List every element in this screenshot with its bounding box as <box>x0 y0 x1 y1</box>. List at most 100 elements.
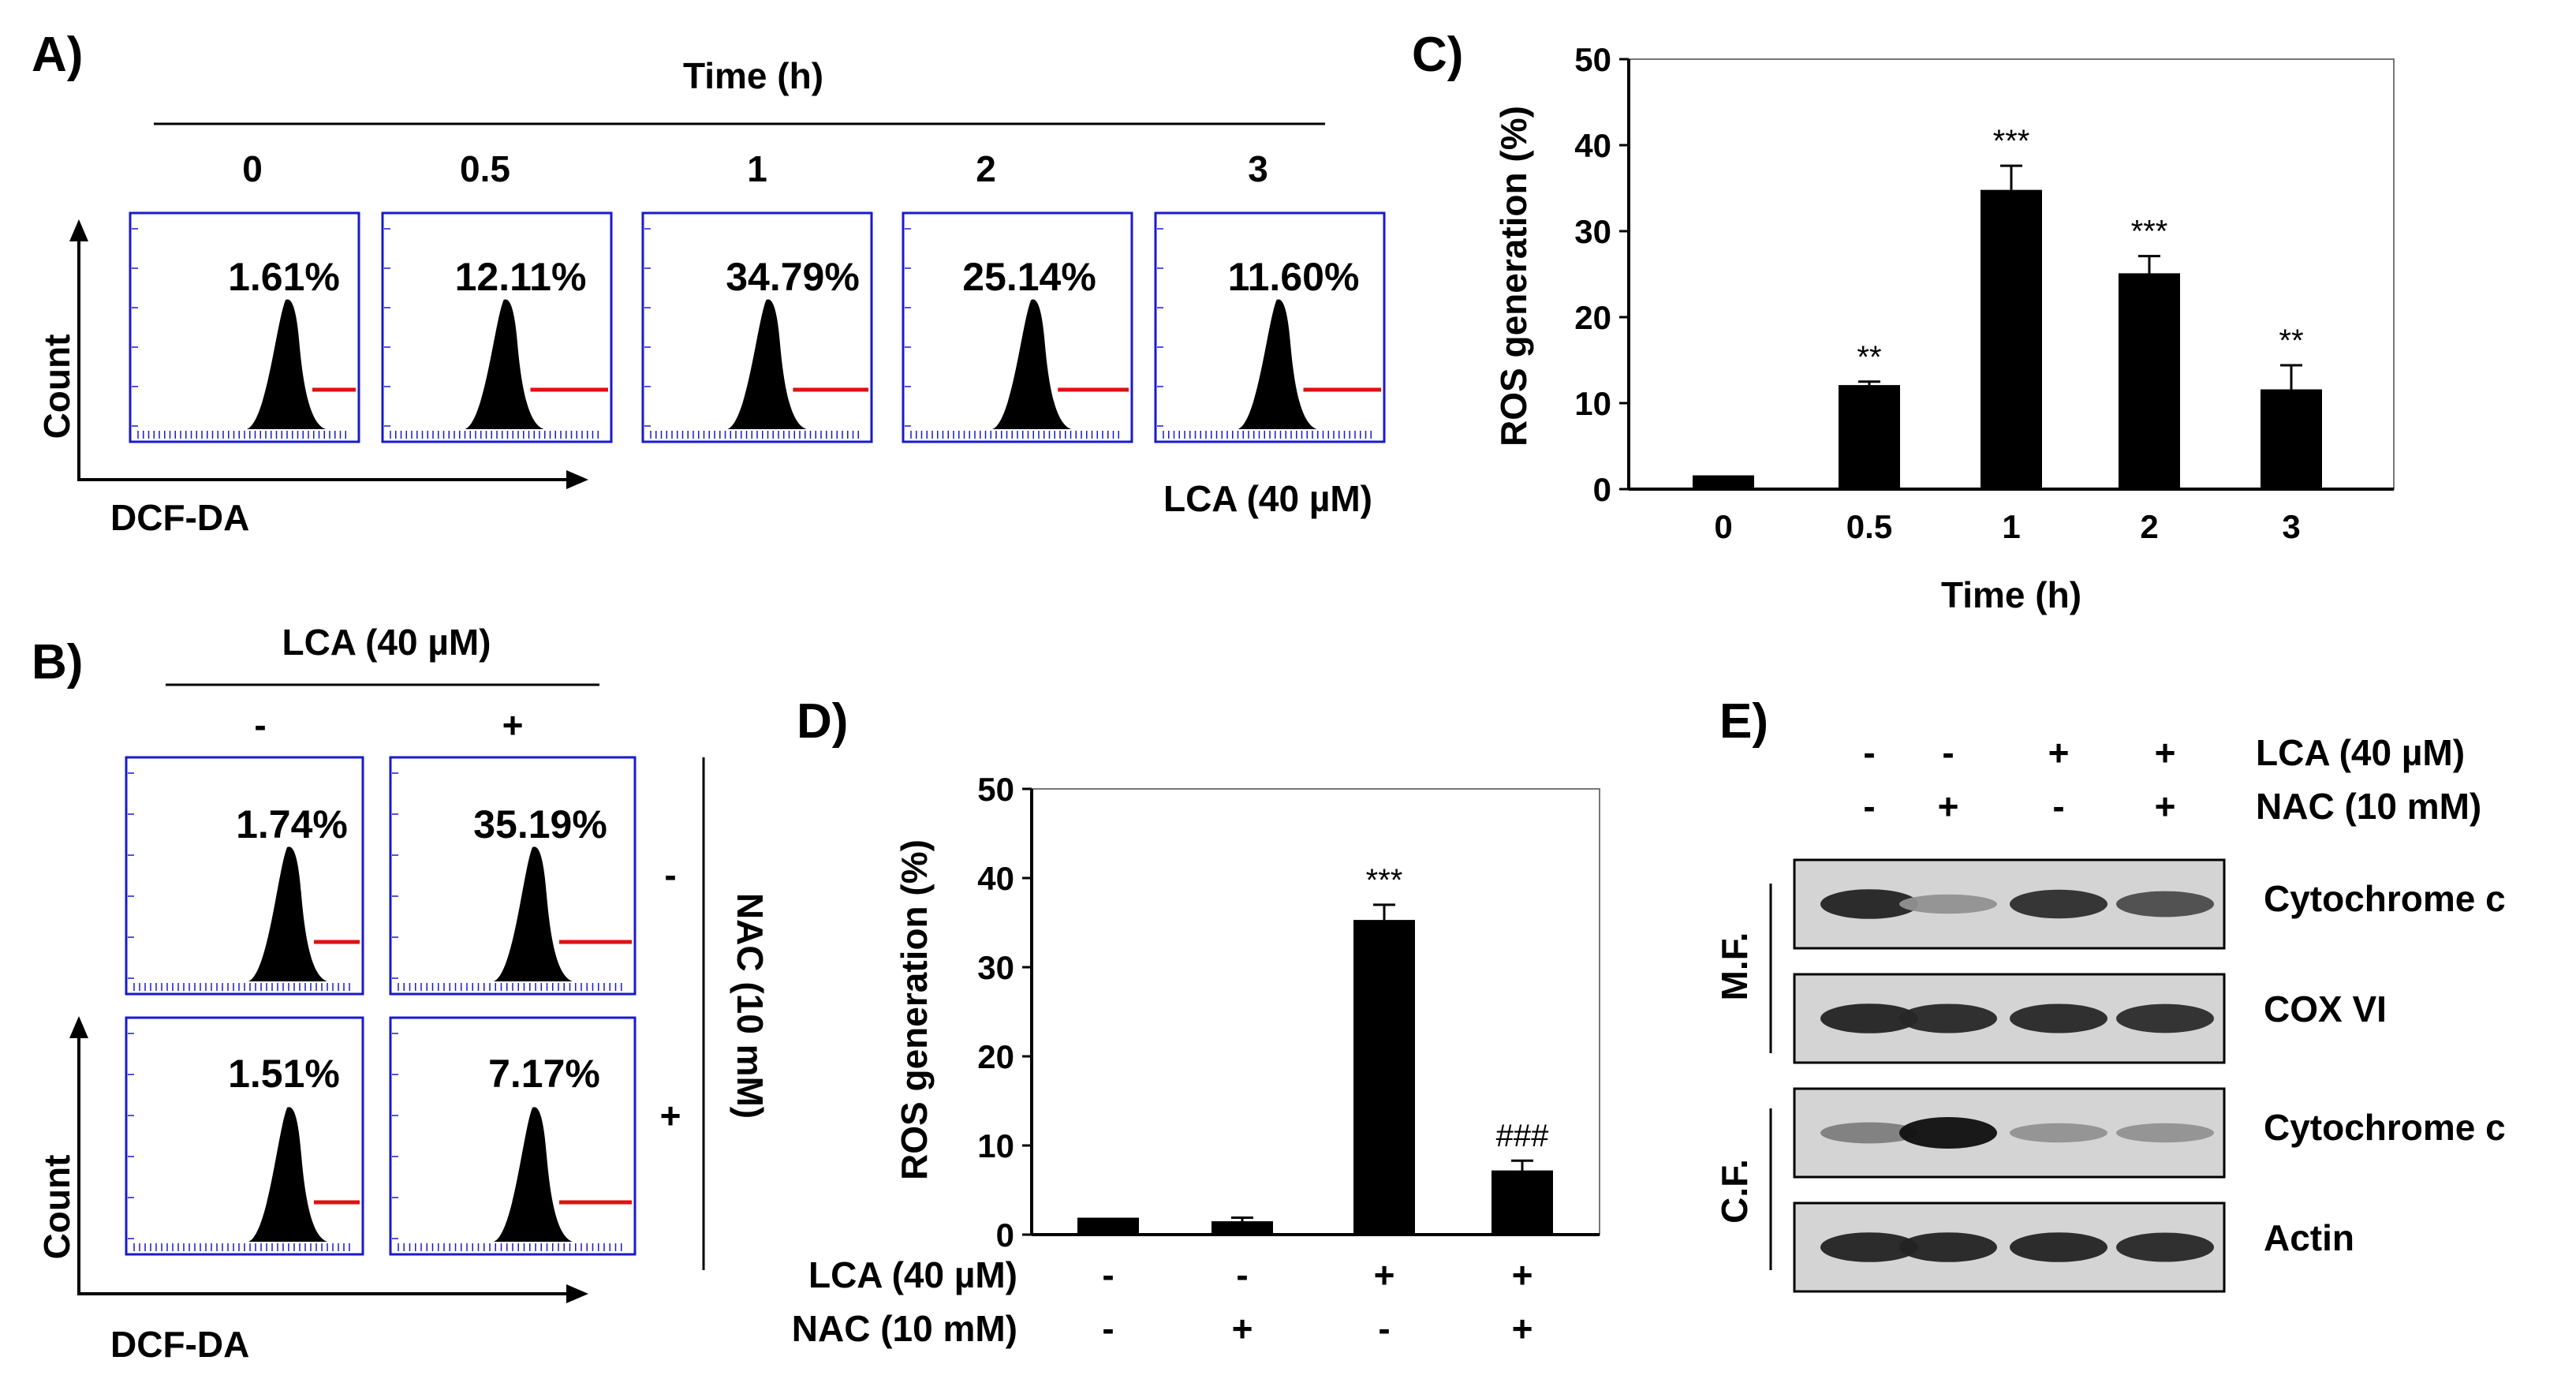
panel-a-header: Time (h) <box>683 55 823 96</box>
panel-b-histogram-r1c1-peak <box>494 1107 573 1242</box>
panel-b: B) LCA (40 µM) - + 1.74% 35.19% 1.51% 7.… <box>32 622 771 1365</box>
panel-a-pct-4: 11.60% <box>1228 255 1360 299</box>
panel-a-histogram-4-peak <box>1238 299 1317 429</box>
panel-b-x-arrowhead <box>566 1284 588 1303</box>
panel-b-pct-r0c1: 35.19% <box>473 802 607 846</box>
panel-a-histogram-2-box <box>641 211 873 443</box>
panel-e-band-3-3 <box>2116 1232 2214 1262</box>
panel-a-histogram-0-box <box>129 211 360 443</box>
panel-b-histogram-r1c0-peak <box>248 1107 327 1242</box>
panel-b-y-arrowhead <box>69 1016 88 1038</box>
panel-d-y-label: ROS generation (%) <box>894 839 935 1180</box>
panel-e-band-2-2 <box>2010 1123 2107 1143</box>
panel-d-letter: D) <box>797 694 848 749</box>
panel-c-ytick-label-1: 10 <box>1574 385 1611 422</box>
panel-a-pct-0: 1.61% <box>228 255 340 299</box>
panel-d-signs: - - + + - + - + <box>1102 1254 1533 1349</box>
panel-c-xtick-label-0: 0 <box>1714 508 1732 545</box>
panel-e-band-1-0 <box>1820 1003 1918 1033</box>
panel-a-histogram-3-peak <box>992 299 1072 429</box>
panel-c-ytick-label-4: 40 <box>1574 127 1611 164</box>
panel-a-x-arrowhead <box>566 470 588 489</box>
panel-a-y-label: Count <box>36 334 77 439</box>
panel-a-col-1: 0.5 <box>460 148 510 189</box>
panel-c-bars: 0 ** 0.5 *** 1 *** 2 ** 3 <box>1693 124 2322 545</box>
panel-c: C) 0 10 20 30 40 50 0 ** 0.5 *** 1 *** 2 ** 3 ROS gen… <box>1412 28 2395 615</box>
panel-d-ytick-label-5: 50 <box>977 771 1014 808</box>
panel-c-ytick-label-3: 30 <box>1574 213 1611 250</box>
panel-b-histogram-r1c1-box <box>389 1016 637 1256</box>
panel-d-frame <box>1031 788 1600 1235</box>
panel-e-letter: E) <box>1719 694 1768 749</box>
panel-e-band-2-1 <box>1899 1117 1997 1149</box>
panel-a-histogram-2-peak <box>727 299 807 429</box>
panel-d-ytick-label-0: 0 <box>996 1216 1014 1254</box>
panel-b-letter: B) <box>32 635 83 690</box>
panel-b-pct-r0c0: 1.74% <box>236 802 348 846</box>
panel-a-pct-1: 12.11% <box>455 255 587 299</box>
panel-d-sign-r1c2: - <box>1378 1308 1390 1349</box>
panel-e-band-3-0 <box>1820 1232 1918 1262</box>
panel-e-sign-r1c2: - <box>2052 786 2064 827</box>
panel-e-blot-label-3: Actin <box>2264 1217 2354 1258</box>
panel-c-bar-4 <box>2261 389 2322 489</box>
panel-e: E) LCA (40 µM) NAC (10 mM) - - + + - + - + Cyto… <box>1714 694 2506 1293</box>
panel-a-col-4: 3 <box>1248 148 1268 189</box>
panel-c-xtick-label-4: 3 <box>2282 508 2300 545</box>
panel-c-significance-3: *** <box>2131 215 2168 249</box>
panel-e-band-3-2 <box>2010 1232 2107 1262</box>
panel-d-ytick-label-3: 30 <box>977 949 1014 986</box>
panel-a-histogram-1-peak <box>465 299 544 429</box>
panel-a-pct-2: 34.79% <box>726 255 860 299</box>
panel-d-ticks: 0 10 20 30 40 50 <box>977 771 1032 1254</box>
panel-e-band-2-3 <box>2116 1123 2214 1143</box>
panel-c-ticks: 0 10 20 30 40 50 <box>1574 41 1629 508</box>
panel-d-row-label-0: LCA (40 µM) <box>808 1254 1017 1295</box>
panel-d-bar-1 <box>1211 1221 1273 1235</box>
panel-d-significance-3: ### <box>1496 1119 1549 1153</box>
panel-e-sign-r1c0: - <box>1863 786 1875 827</box>
panel-c-significance-1: ** <box>1857 340 1881 375</box>
panel-b-header: LCA (40 µM) <box>282 622 491 663</box>
panel-d-sign-r0c2: + <box>1374 1254 1395 1295</box>
panel-a-histogram-4-box <box>1154 211 1386 443</box>
panel-e-band-0-2 <box>2010 889 2107 919</box>
panel-e-band-0-1 <box>1899 894 1997 914</box>
panel-d-row-label-1: NAC (10 mM) <box>792 1308 1017 1349</box>
panel-e-band-0-3 <box>2116 891 2214 917</box>
panel-e-blot-label-0: Cytochrome c <box>2264 878 2506 919</box>
panel-c-letter: C) <box>1412 28 1463 82</box>
panel-b-histograms <box>125 756 637 1256</box>
panel-d-sign-r0c1: - <box>1236 1254 1248 1295</box>
panel-d-ytick-label-1: 10 <box>977 1127 1014 1164</box>
panel-a-histogram-1-box <box>381 211 613 443</box>
panel-d-sign-r1c3: + <box>1512 1308 1533 1349</box>
panel-d-sign-r0c3: + <box>1512 1254 1533 1295</box>
panel-d-bar-2 <box>1353 920 1415 1235</box>
panel-e-sign-r0c1: - <box>1942 732 1954 773</box>
panel-b-x-label: DCF-DA <box>110 1324 249 1365</box>
panel-e-row-label-0: LCA (40 µM) <box>2256 732 2465 773</box>
panel-c-y-label: ROS generation (%) <box>1493 106 1534 447</box>
panel-e-blots <box>1793 858 2226 1293</box>
panel-c-bar-3 <box>2119 273 2180 489</box>
panel-b-col-0: - <box>254 704 266 746</box>
panel-e-group-mf: M.F. <box>1714 932 1755 1001</box>
panel-e-sign-r0c3: + <box>2155 732 2176 773</box>
panel-c-significance-4: ** <box>2279 323 2303 358</box>
panel-c-x-label: Time (h) <box>1941 574 2081 615</box>
panel-c-ytick-label-2: 20 <box>1574 299 1611 336</box>
panel-d-sign-r1c0: - <box>1102 1308 1114 1349</box>
panel-d: D) 0 10 20 30 40 50 *** ### ROS generation (%)… <box>792 694 1600 1349</box>
panel-a-histograms <box>129 211 1386 443</box>
panel-a-histogram-3-box <box>902 211 1133 443</box>
panel-a-y-arrowhead <box>69 219 88 241</box>
panel-c-ytick-label-0: 0 <box>1593 471 1611 508</box>
panel-b-y-label: Count <box>36 1155 77 1260</box>
panel-e-band-1-3 <box>2116 1003 2214 1033</box>
panel-c-significance-2: *** <box>1993 124 2030 159</box>
panel-d-sign-r1c1: + <box>1232 1308 1253 1349</box>
panel-c-xtick-label-2: 1 <box>2002 508 2020 545</box>
panel-b-side-label: NAC (10 mM) <box>730 893 771 1119</box>
